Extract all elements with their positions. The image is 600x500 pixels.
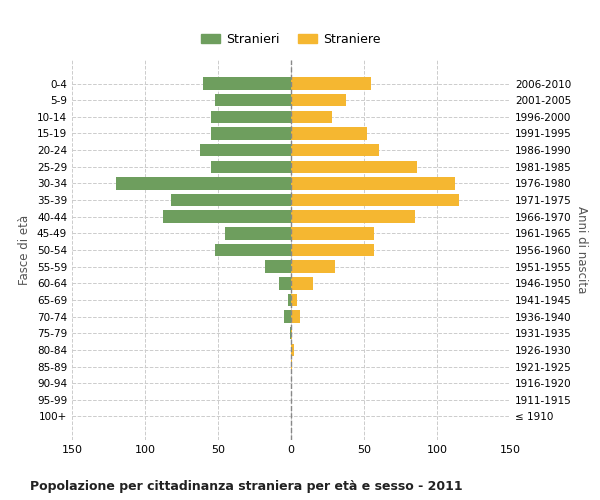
Bar <box>291 327 292 340</box>
Bar <box>171 194 291 206</box>
Bar <box>200 144 291 156</box>
Bar <box>211 110 291 123</box>
Bar <box>291 277 313 289</box>
Y-axis label: Anni di nascita: Anni di nascita <box>575 206 588 294</box>
Bar <box>211 127 291 140</box>
Bar <box>291 244 374 256</box>
Bar <box>280 277 291 289</box>
Bar <box>215 244 291 256</box>
Bar <box>291 78 371 90</box>
Bar <box>291 194 459 206</box>
Bar <box>291 344 294 356</box>
Bar <box>284 310 291 323</box>
Bar <box>291 210 415 223</box>
Bar <box>291 360 292 373</box>
Bar <box>291 177 455 190</box>
Y-axis label: Fasce di età: Fasce di età <box>19 215 31 285</box>
Bar <box>291 260 335 273</box>
Bar <box>291 227 374 239</box>
Text: Popolazione per cittadinanza straniera per età e sesso - 2011: Popolazione per cittadinanza straniera p… <box>30 480 463 493</box>
Bar <box>288 294 291 306</box>
Legend: Stranieri, Straniere: Stranieri, Straniere <box>196 28 386 51</box>
Bar <box>291 94 346 106</box>
Bar <box>291 294 297 306</box>
Bar <box>291 144 379 156</box>
Bar <box>226 227 291 239</box>
Bar <box>211 160 291 173</box>
Bar <box>215 94 291 106</box>
Bar <box>291 160 416 173</box>
Bar <box>290 327 291 340</box>
Bar <box>203 78 291 90</box>
Bar <box>291 310 300 323</box>
Bar <box>291 127 367 140</box>
Bar <box>265 260 291 273</box>
Bar <box>116 177 291 190</box>
Bar <box>291 110 332 123</box>
Bar <box>163 210 291 223</box>
